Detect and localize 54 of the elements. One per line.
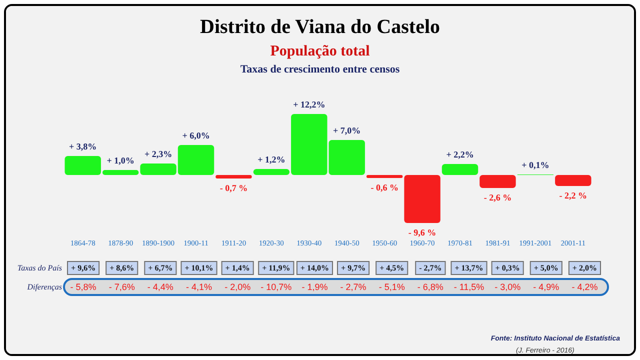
chart-title: Distrito de Viana do Castelo: [200, 16, 440, 38]
text: Diferenças: [26, 282, 62, 292]
bar: [404, 175, 440, 223]
text: Taxas do País: [17, 264, 62, 272]
data-label: + 2,3%: [144, 149, 172, 159]
data-label: - 9,6 %: [408, 228, 436, 238]
bar: [366, 175, 403, 178]
text: - 2,7%: [340, 282, 366, 292]
text: - 1,9%: [302, 282, 328, 292]
text: - 4,9%: [533, 282, 560, 292]
data-label: + 3,8%: [69, 142, 97, 152]
data-label: - 2,2 %: [559, 190, 588, 200]
bar: [216, 175, 252, 178]
data-label: + 0,1%: [522, 160, 550, 170]
text: - 3,0%: [494, 282, 521, 292]
data-label: + 12,2%: [293, 100, 326, 110]
text: - 4,1%: [186, 282, 212, 292]
bar: [555, 175, 592, 186]
bar: [442, 164, 478, 175]
text: + 2,0%: [572, 264, 597, 272]
text: + 9,7%: [341, 264, 366, 272]
text: + 14,0%: [300, 264, 329, 272]
text: + 4,5%: [380, 264, 404, 272]
y-axis-title: Taxas de crescimento entre censos: [240, 64, 400, 76]
text: - 6,8%: [417, 282, 444, 292]
text: + 10,1%: [184, 264, 214, 272]
data-label: - 2,6 %: [484, 192, 512, 202]
text: + 8,6%: [110, 264, 134, 272]
data-label: + 6,0%: [182, 130, 210, 140]
text: - 11,5%: [454, 282, 484, 292]
data-label: + 1,2%: [258, 154, 286, 164]
chart-subtitle: População total: [270, 44, 370, 60]
text: - 5,8%: [70, 282, 96, 292]
data-label: + 1,0%: [106, 156, 134, 166]
text: + 6,7%: [148, 264, 173, 272]
text: - 2,0%: [224, 282, 251, 292]
text: - 4,4%: [147, 282, 174, 292]
text: + 13,7%: [454, 264, 484, 272]
data-label: + 2,2%: [446, 150, 474, 160]
text: + 1,4%: [225, 264, 250, 272]
text: - 2,7%: [419, 264, 442, 272]
text: + 11,9%: [262, 264, 290, 272]
bar: [328, 140, 365, 175]
text: - 10,7%: [260, 282, 292, 292]
text: - 4,2%: [572, 282, 598, 292]
bar: [480, 175, 516, 188]
text: + 0,3%: [495, 264, 520, 272]
text: + 9,6%: [71, 264, 96, 272]
data-label: + 7,0%: [333, 126, 361, 136]
data-label: - 0,7 %: [220, 183, 248, 193]
data-label: - 0,6 %: [370, 182, 398, 192]
text: + 5,0%: [534, 264, 558, 272]
text: - 7,6%: [108, 282, 135, 292]
text: - 5,1%: [378, 282, 405, 292]
